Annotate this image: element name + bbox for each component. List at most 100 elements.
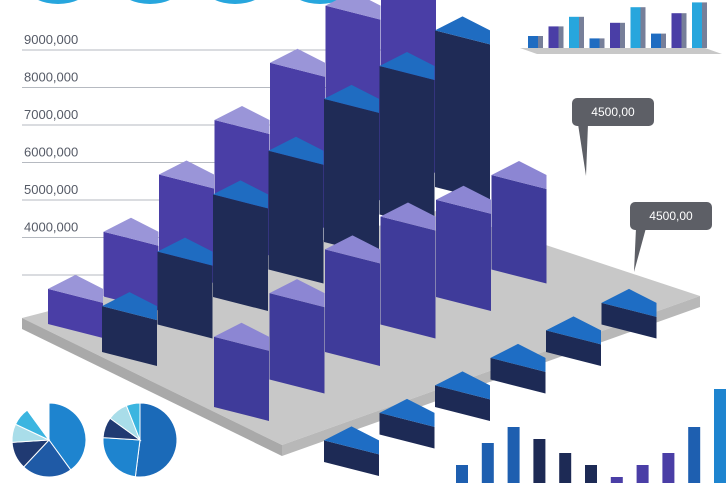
bar-top-face	[436, 185, 491, 214]
bar-3d-mid	[213, 180, 268, 311]
bar-front-face	[269, 293, 325, 394]
bar-3d-front	[491, 161, 547, 284]
bottom-bar	[636, 465, 649, 483]
mini-bar	[630, 7, 641, 48]
pie-slice	[22, 439, 72, 478]
mini-bar	[692, 2, 702, 48]
pie-slice	[102, 437, 141, 478]
bar-top-face	[48, 274, 103, 303]
mini-bar-side	[599, 38, 605, 48]
bars-3d	[48, 0, 657, 476]
bar-front-face	[546, 330, 601, 366]
bar-front-face	[214, 336, 269, 421]
bar-top-face	[324, 84, 379, 113]
bar-3d-flat	[601, 288, 657, 339]
bar-top-face	[435, 371, 490, 400]
bar-top-face	[157, 237, 213, 266]
bar-top-face	[103, 217, 159, 246]
bar-top-face	[380, 202, 436, 231]
bar-front-face	[436, 199, 491, 311]
mini-bar-side	[681, 13, 687, 48]
bar-3d-flat	[324, 426, 379, 476]
bar-top-face	[269, 279, 325, 308]
bar-top-face	[270, 48, 325, 77]
bottom-bar	[662, 453, 675, 483]
decor-circle	[38, 0, 78, 4]
bar-top-face	[490, 343, 546, 372]
pie-chart-right	[102, 402, 178, 478]
callout-label: 4500,00	[649, 209, 693, 223]
bar-chart-bottom	[456, 389, 726, 483]
bottom-bar	[559, 453, 572, 483]
pie-slice	[26, 402, 50, 442]
mini-base	[520, 48, 722, 54]
top-decoration	[38, 0, 340, 4]
bar-front-face	[325, 249, 380, 366]
bottom-bar	[610, 477, 623, 483]
bar-3d-flat	[546, 316, 601, 366]
value-callout: 4500,00	[630, 202, 712, 272]
bar-3d-mid	[268, 136, 324, 284]
callout-pointer	[578, 124, 588, 176]
mini-bar	[610, 22, 620, 48]
y-tick-label: 7000,000	[24, 107, 78, 122]
value-callout: 4500,00	[572, 98, 654, 176]
callout-pointer	[634, 228, 646, 272]
bar-top-face	[491, 161, 547, 189]
decor-circle	[215, 0, 255, 4]
bar-3d-mid	[102, 292, 157, 366]
bar-3d-front	[269, 279, 325, 394]
bottom-bar	[688, 427, 701, 483]
callout-box	[630, 202, 712, 230]
bottom-bar	[533, 439, 546, 483]
bottom-bar	[507, 427, 520, 483]
bar-front-face	[435, 30, 490, 202]
mini-bar-side	[579, 16, 584, 48]
bar-3d-mid	[379, 52, 435, 229]
bar-top-face	[213, 180, 268, 209]
bar-front-face	[491, 175, 547, 284]
mini-bar	[569, 16, 579, 48]
y-tick-label: 8000,000	[24, 70, 78, 85]
bar-front-face	[435, 385, 490, 421]
bar-top-face	[435, 16, 490, 45]
bar-3d-front	[436, 185, 491, 311]
pie-chart-left	[11, 402, 87, 478]
bar-top-face	[214, 322, 269, 351]
y-tick-label: 4000,000	[24, 220, 78, 235]
mini-bar-side	[620, 22, 625, 48]
callouts: 4500,00 4500,00	[572, 98, 712, 272]
bottom-bar	[714, 389, 726, 483]
base-plate-edge	[22, 318, 282, 456]
mini-bar-side	[640, 7, 646, 48]
decor-circle	[130, 0, 170, 4]
bar-3d-flat	[435, 371, 490, 421]
bar-3d-mid	[435, 16, 490, 202]
mini-bar-side	[538, 36, 543, 48]
bar-3d-mid	[157, 237, 213, 339]
bar-front-face	[48, 288, 103, 338]
bar-top-face	[214, 106, 270, 134]
bar-top-face	[102, 292, 157, 321]
bar-3d-back	[103, 217, 159, 311]
bar-top-face	[601, 288, 657, 317]
bar-top-face	[324, 426, 379, 455]
bar-front-face	[601, 302, 657, 339]
bar-front-face	[213, 194, 268, 311]
mini-3d-chart	[520, 2, 722, 54]
bar-top-face	[159, 160, 214, 189]
bar-front-face	[268, 150, 324, 284]
mini-bar-side	[558, 26, 564, 48]
bar-3d-front	[325, 235, 380, 366]
bar-front-face	[380, 216, 436, 339]
y-tick-label: 5000,000	[24, 182, 78, 197]
bar-3d-front	[380, 202, 436, 339]
mini-bar	[651, 33, 661, 48]
bar-3d-mid	[324, 84, 379, 257]
y-tick-label: 9000,000	[24, 32, 78, 47]
mini-bar-side	[661, 33, 666, 48]
bar-front-face	[324, 98, 379, 257]
bar-top-face	[379, 398, 435, 427]
bar-top-face	[546, 316, 601, 345]
